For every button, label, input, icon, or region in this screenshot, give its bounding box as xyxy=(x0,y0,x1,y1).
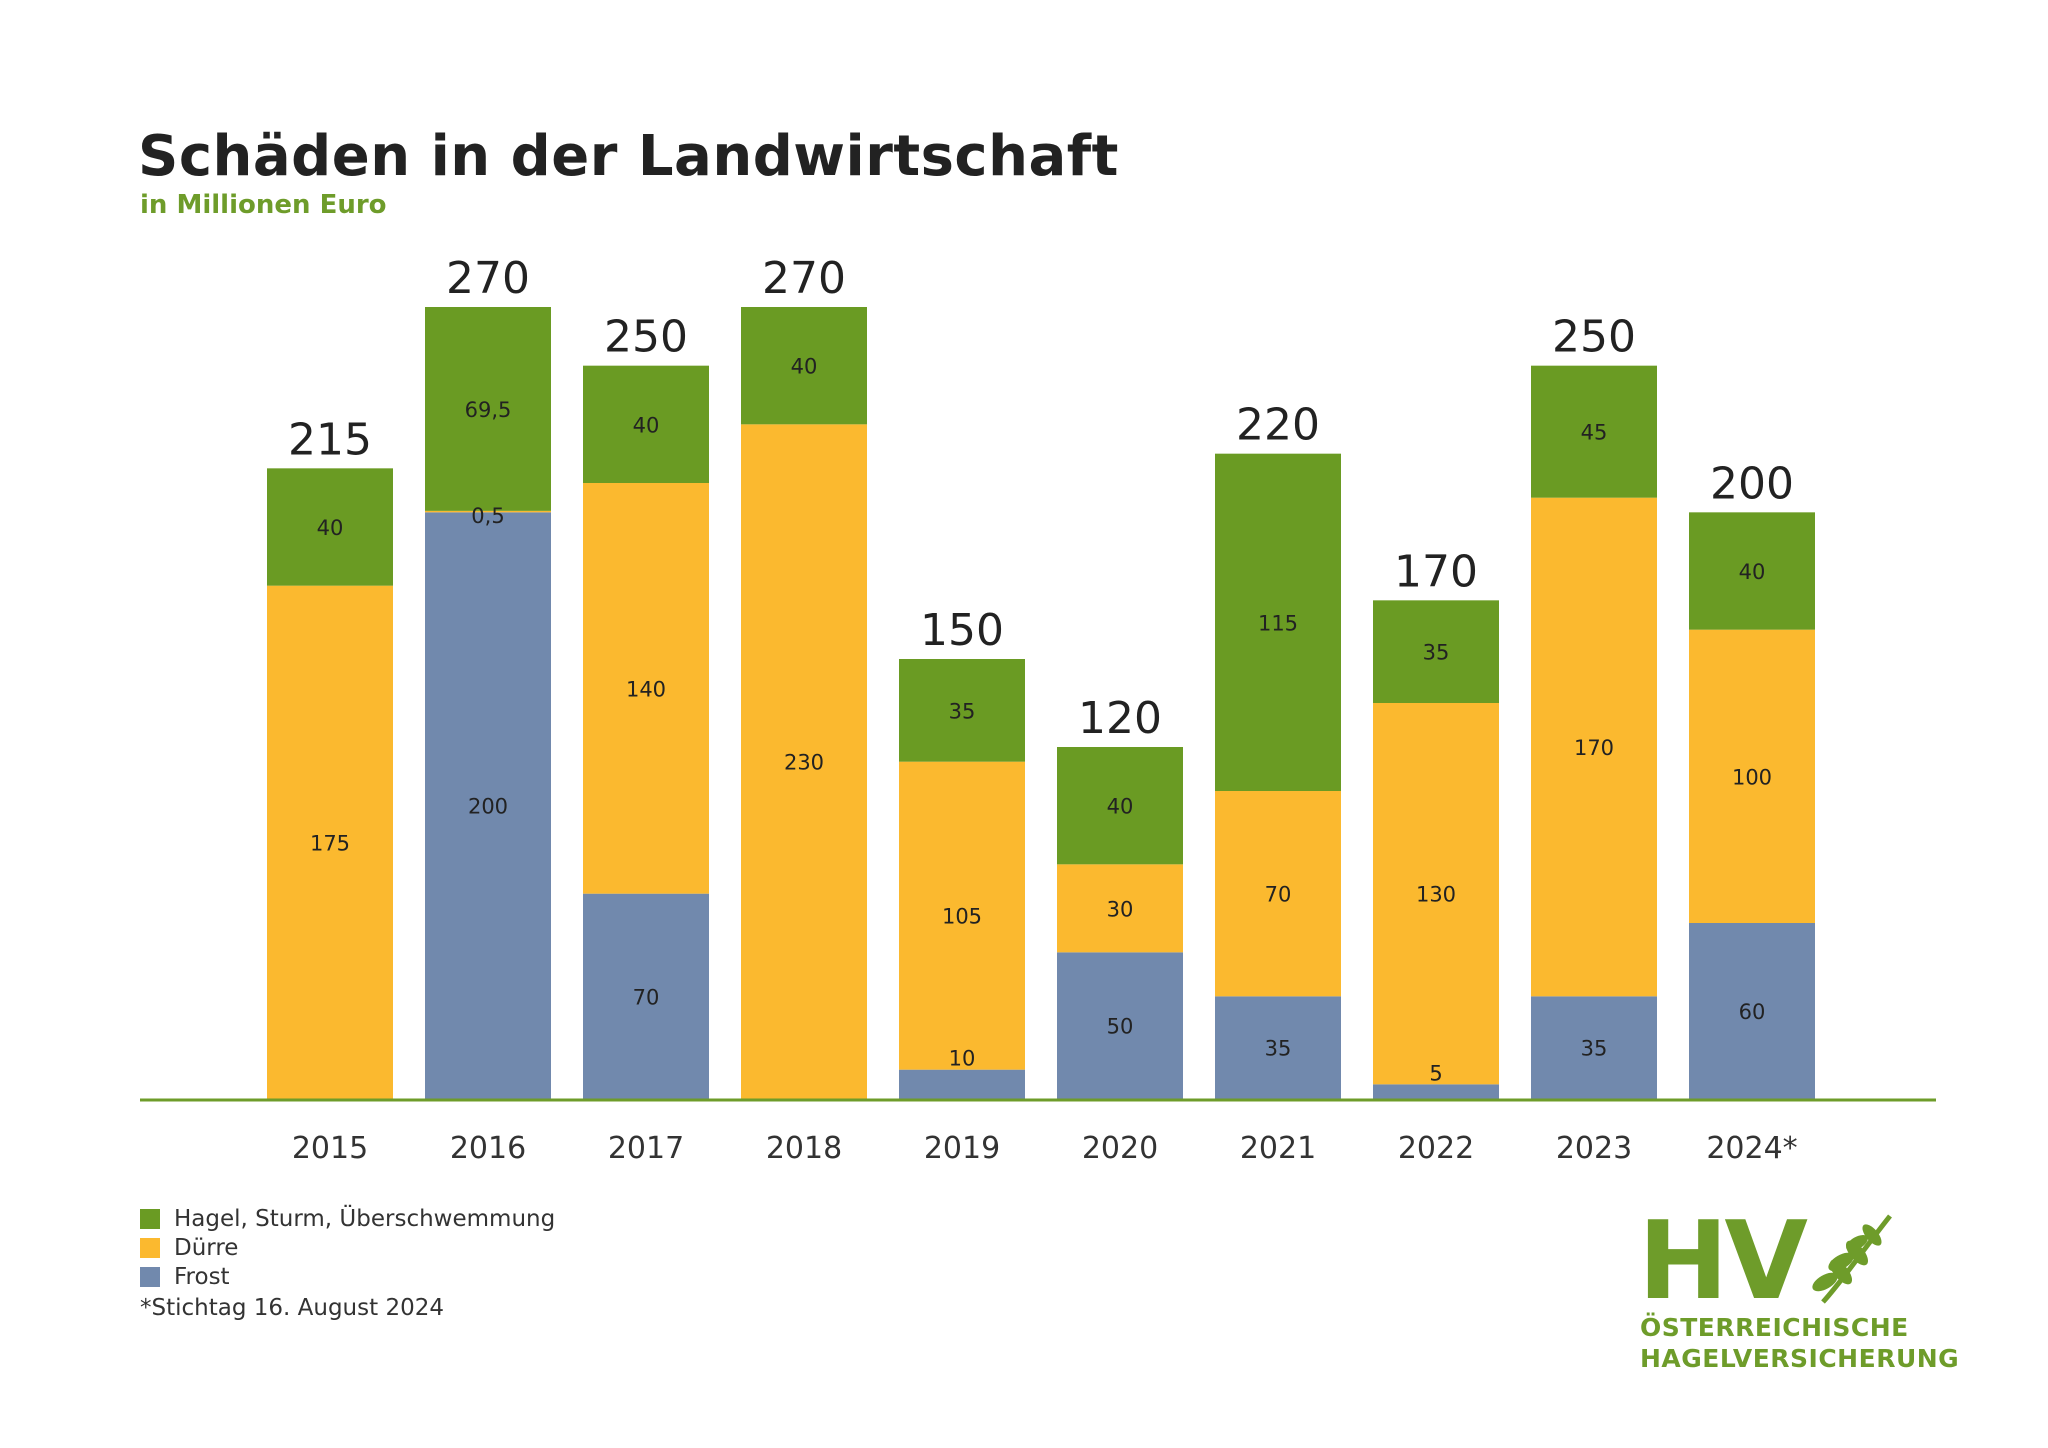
segment-label: 0,5 xyxy=(471,504,504,528)
segment-label: 35 xyxy=(1265,1037,1292,1061)
x-tick-label: 2015 xyxy=(292,1131,368,1166)
segment-label: 10 xyxy=(949,1047,976,1071)
x-tick-label: 2018 xyxy=(766,1131,842,1166)
logo-letters: HV xyxy=(1638,1210,1808,1310)
bar-segment-hagel-sturm-berschwemmung-2019 xyxy=(899,659,1025,762)
bar-segment-d-rre-2024 xyxy=(1689,629,1815,923)
legend-swatch-duerre xyxy=(140,1237,160,1258)
segment-label: 40 xyxy=(633,413,660,437)
segment-label: 230 xyxy=(784,751,824,775)
bar-segment-frost-2024 xyxy=(1689,923,1815,1099)
bar-segment-frost-2017 xyxy=(583,893,709,1099)
segment-label: 40 xyxy=(1739,560,1766,584)
legend-item-frost: Frost xyxy=(140,1262,555,1291)
bar-segment-d-rre-2015 xyxy=(267,585,393,1099)
segment-label: 100 xyxy=(1732,765,1772,789)
legend-item-hagel: Hagel, Sturm, Überschwemmung xyxy=(140,1204,555,1233)
bar-segment-hagel-sturm-berschwemmung-2018 xyxy=(741,307,867,425)
stacked-bar-chart: 175 40 215 2015 200 0,5 69,5 270 2016 70 140 40 250 2… xyxy=(140,253,1936,1166)
bar-segment-d-rre-2021 xyxy=(1215,791,1341,997)
segment-label: 35 xyxy=(949,699,976,723)
total-label: 250 xyxy=(604,312,688,363)
segment-label: 130 xyxy=(1416,883,1456,907)
bar-segment-hagel-sturm-berschwemmung-2017 xyxy=(583,365,709,483)
bar-segment-frost-2020 xyxy=(1057,952,1183,1099)
legend-swatch-hagel xyxy=(140,1208,160,1229)
bar-segment-d-rre-2017 xyxy=(583,483,709,894)
bar-segment-d-rre-2018 xyxy=(741,424,867,1099)
bar-segment-hagel-sturm-berschwemmung-2016 xyxy=(425,307,551,511)
x-tick-label: 2023 xyxy=(1556,1131,1632,1166)
total-label: 200 xyxy=(1710,458,1794,509)
bar-segment-d-rre-2019 xyxy=(899,761,1025,1070)
bar-segment-frost-2022 xyxy=(1373,1084,1499,1099)
x-tick-label: 2020 xyxy=(1082,1131,1158,1166)
chart-subtitle: in Millionen Euro xyxy=(140,190,387,220)
bar-segment-d-rre-2022 xyxy=(1373,703,1499,1085)
bar-segment-hagel-sturm-berschwemmung-2022 xyxy=(1373,600,1499,703)
bar-segment-frost-2019 xyxy=(899,1069,1025,1099)
x-tick-label: 2019 xyxy=(924,1131,1000,1166)
footnote: *Stichtag 16. August 2024 xyxy=(140,1295,444,1321)
total-label: 220 xyxy=(1236,400,1320,451)
total-label: 250 xyxy=(1552,312,1636,363)
segment-label: 40 xyxy=(1107,795,1134,819)
x-tick-label: 2021 xyxy=(1240,1131,1316,1166)
hv-logo: HV xyxy=(1638,1210,1892,1310)
legend-label-duerre: Dürre xyxy=(174,1234,239,1261)
segment-label: 35 xyxy=(1423,641,1450,665)
segment-label: 5 xyxy=(1429,1061,1442,1085)
bar-segment-hagel-sturm-berschwemmung-2020 xyxy=(1057,747,1183,865)
segment-label: 175 xyxy=(310,831,350,855)
segment-label: 105 xyxy=(942,905,982,929)
legend-item-duerre: Dürre xyxy=(140,1233,555,1262)
total-label: 270 xyxy=(446,253,530,304)
total-label: 170 xyxy=(1394,546,1478,597)
segment-label: 115 xyxy=(1258,611,1298,635)
total-label: 120 xyxy=(1078,693,1162,744)
segment-label: 140 xyxy=(626,677,666,701)
segment-label: 70 xyxy=(1265,883,1292,907)
bar-segment-hagel-sturm-berschwemmung-2023 xyxy=(1531,365,1657,498)
segment-label: 35 xyxy=(1581,1037,1608,1061)
chart-title: Schäden in der Landwirtschaft xyxy=(138,124,1119,189)
logo-line-2: HAGELVERSICHERUNG xyxy=(1640,1344,1960,1373)
segment-label: 40 xyxy=(317,516,344,540)
segment-label: 69,5 xyxy=(465,398,512,422)
segment-label: 200 xyxy=(468,795,508,819)
bar-segment-d-rre-2020 xyxy=(1057,864,1183,953)
segment-label: 50 xyxy=(1107,1015,1134,1039)
x-tick-label: 2017 xyxy=(608,1131,684,1166)
total-label: 215 xyxy=(288,414,372,465)
legend-label-hagel: Hagel, Sturm, Überschwemmung xyxy=(174,1205,556,1232)
logo-text: ÖSTERREICHISCHE HAGELVERSICHERUNG xyxy=(1640,1312,1959,1374)
bar-segment-frost-2023 xyxy=(1531,996,1657,1099)
total-label: 150 xyxy=(920,605,1004,656)
wheat-ear-icon xyxy=(1812,1214,1892,1304)
bar-segment-d-rre-2023 xyxy=(1531,497,1657,997)
segment-label: 60 xyxy=(1739,1000,1766,1024)
bar-segment-d-rre-2016 xyxy=(425,510,551,513)
segment-label: 70 xyxy=(633,985,660,1009)
x-tick-label: 2022 xyxy=(1398,1131,1474,1166)
segment-label: 40 xyxy=(791,355,818,379)
legend: Hagel, Sturm, Überschwemmung Dürre Frost… xyxy=(140,1204,555,1321)
bar-segment-frost-2016 xyxy=(425,512,551,1099)
legend-label-frost: Frost xyxy=(174,1263,230,1290)
total-label: 270 xyxy=(762,253,846,304)
x-tick-label: 2024* xyxy=(1706,1131,1797,1166)
x-tick-label: 2016 xyxy=(450,1131,526,1166)
segment-label: 170 xyxy=(1574,736,1614,760)
segment-label: 45 xyxy=(1581,421,1608,445)
bar-segment-hagel-sturm-berschwemmung-2021 xyxy=(1215,453,1341,791)
segment-label: 30 xyxy=(1107,897,1134,921)
logo-line-1: ÖSTERREICHISCHE xyxy=(1640,1313,1909,1342)
bar-segment-hagel-sturm-berschwemmung-2024 xyxy=(1689,512,1815,630)
bar-segment-frost-2021 xyxy=(1215,996,1341,1099)
bar-segment-hagel-sturm-berschwemmung-2015 xyxy=(267,468,393,586)
legend-swatch-frost xyxy=(140,1266,160,1287)
